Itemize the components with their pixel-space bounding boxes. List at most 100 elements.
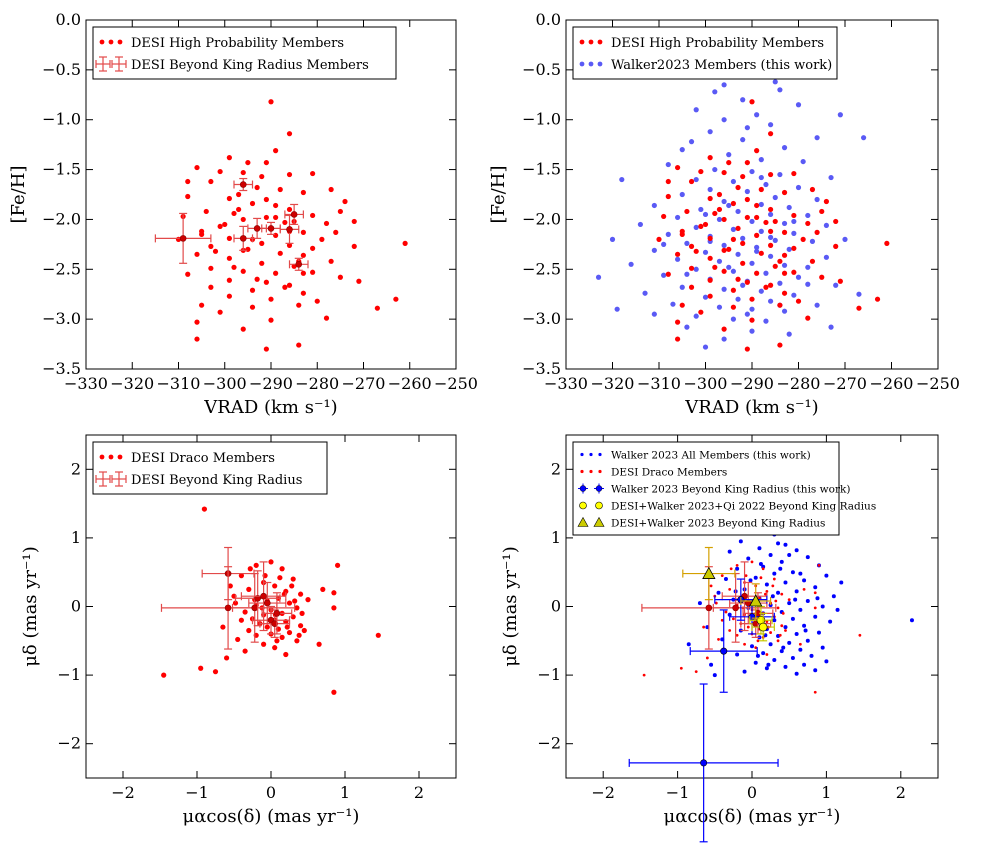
data-point [749,218,755,225]
data-point [777,87,783,93]
data-point [235,636,241,643]
data-point [777,342,783,348]
data-point [609,236,616,242]
data-point [694,670,698,674]
data-point [730,268,737,274]
panel-br: −2 −1 0 1 2 −2 −1 0 1 2 μαcos(δ) (mas yr⁻¹) μδ (mas… [500,434,939,843]
data-point [833,218,839,225]
data-point [679,147,685,153]
data-point [342,198,348,205]
data-point [688,265,695,271]
data-point [295,260,303,268]
data-point [805,281,811,287]
data-point [735,566,740,571]
legend-marker [579,501,603,510]
data-point [700,759,708,767]
data-point [260,592,267,600]
data-point [328,186,334,193]
data-point [839,580,844,585]
legend-dot [580,452,584,457]
data-point [684,208,690,215]
data-point [874,296,881,302]
data-point [783,580,788,585]
data-point [744,311,750,317]
data-point [787,553,792,558]
x-axis-label: VRAD (km s⁻¹) [684,397,818,418]
data-point [716,206,723,213]
data-point [273,610,281,617]
data-point [720,618,724,622]
data-point [721,336,727,342]
data-point [291,263,297,269]
data-point [798,571,803,576]
data-point [299,610,305,616]
data-point [707,277,713,283]
data-point [721,247,727,253]
data-point [763,592,767,596]
data-point [716,258,723,264]
data-point [226,235,232,241]
data-point [727,549,732,554]
y-tick-label: −2 [537,734,561,753]
data-point [794,589,799,594]
data-point [813,614,818,619]
data-point [716,216,723,223]
legend-label: DESI+Walker 2023+Qi 2022 Beyond King Rad… [611,501,876,513]
data-point [277,575,283,581]
data-point [239,235,247,242]
data-point [268,559,274,565]
data-point [277,250,283,256]
data-point [614,306,620,312]
data-point [781,611,785,615]
data-point [351,218,357,225]
data-point [732,604,739,612]
data-point [770,594,775,599]
data-point [282,219,288,226]
data-point [735,225,741,232]
data-point [242,609,248,615]
data-point [754,112,760,118]
data-point [764,582,769,587]
data-point [761,567,765,571]
data-point [227,583,233,589]
data-point [337,208,343,215]
data-point [686,642,691,647]
data-point [728,587,732,591]
data-point [236,191,242,198]
data-point [726,159,732,166]
legend-label: Walker2023 Members (this work) [611,58,832,73]
data-point [298,623,304,629]
data-point [777,258,783,264]
data-point [803,628,808,633]
legend-dot [588,39,594,45]
data-point [393,296,399,302]
data-point [768,282,774,288]
legend-dot [99,39,105,45]
legend-dot [108,39,114,45]
data-point [194,251,200,257]
data-point [754,232,760,238]
data-point [286,131,293,137]
data-point [802,578,807,583]
data-point [726,246,732,252]
data-point [253,562,259,568]
data-point [768,131,774,137]
data-point [185,193,191,200]
data-point [264,624,270,630]
data-point [279,566,285,572]
data-point [842,236,848,242]
data-point [296,342,302,348]
data-point [702,566,716,579]
data-point [768,253,774,259]
data-point [800,236,806,242]
data-point [735,276,741,282]
data-point [254,184,260,191]
y-axis-label: [Fe/H] [488,166,509,224]
y-axis-label: μδ (mas yr⁻¹) [20,546,41,667]
data-point [787,598,791,602]
y-tick-label: 1 [551,528,561,547]
data-point [768,603,773,608]
data-point [819,274,825,280]
data-point [809,653,814,658]
data-point [679,666,683,670]
